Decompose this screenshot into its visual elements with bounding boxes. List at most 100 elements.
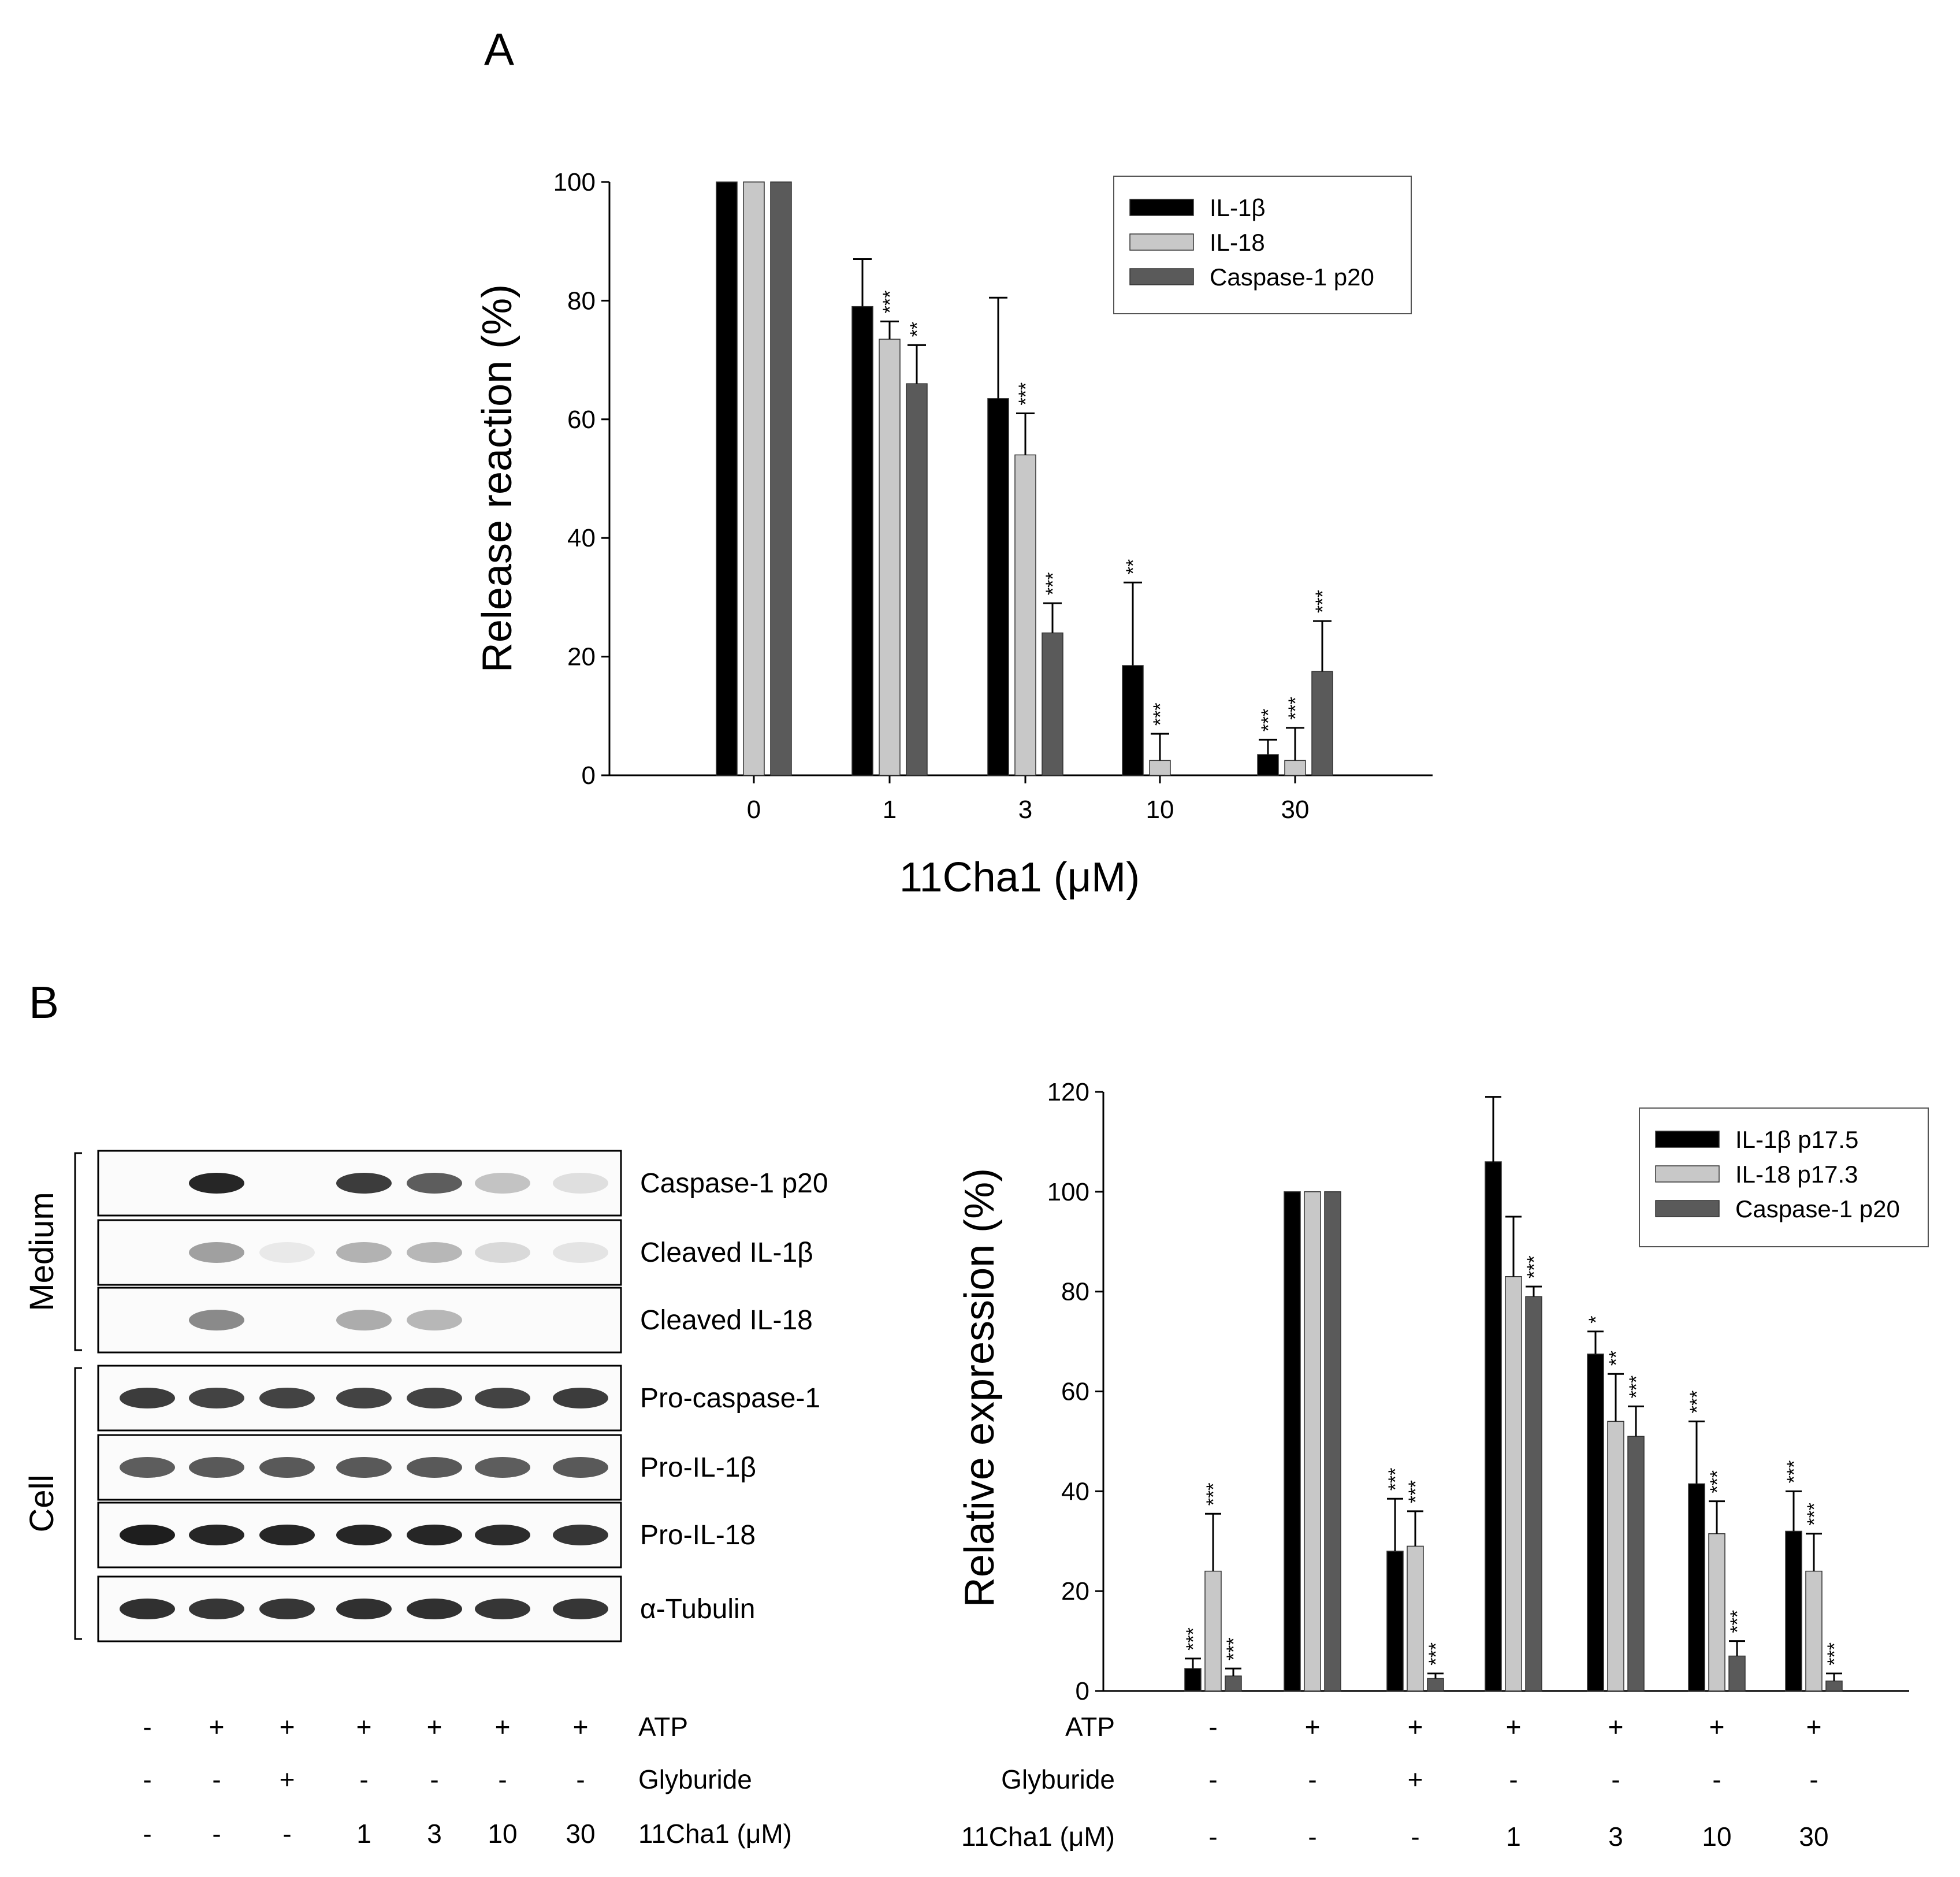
blot-band <box>553 1599 608 1619</box>
blot-band <box>120 1457 175 1478</box>
chart-a-bar <box>743 181 765 776</box>
chart-a-y-tick-label: 40 <box>567 524 596 552</box>
chart-b-significance-label: *** <box>1223 1637 1245 1660</box>
blot-condition-value: 30 <box>566 1819 595 1849</box>
blot-condition-value: + <box>280 1764 295 1794</box>
blot-band <box>189 1525 244 1545</box>
chart-a-significance-label: *** <box>1150 703 1171 726</box>
chart-b-legend-swatch <box>1655 1165 1720 1183</box>
chart-a-y-tick-label: 80 <box>567 287 596 315</box>
chart-a-bar <box>906 383 928 776</box>
chart-b-y-tick-label: 120 <box>1047 1078 1089 1106</box>
chart-b-condition-value: - <box>1712 1764 1721 1794</box>
chart-a-bar <box>1014 454 1036 776</box>
panel-b-letter: B <box>29 977 59 1028</box>
chart-a-y-axis-title: Release reaction (%) <box>474 284 520 672</box>
chart-b-y-tick-label: 100 <box>1047 1178 1089 1206</box>
chart-b-condition-value: + <box>1506 1712 1522 1742</box>
blot-band <box>259 1388 315 1408</box>
blot-row-label: Cleaved IL-1β <box>640 1237 813 1268</box>
chart-b-bar <box>1324 1191 1341 1692</box>
chart-a-significance-label: *** <box>1015 382 1037 406</box>
blot-band <box>407 1310 462 1330</box>
western-blot: Caspase-1 p20 Cleaved IL-1β Cleaved IL-18 P… <box>23 1150 828 1849</box>
blot-band <box>336 1242 392 1263</box>
blot-band <box>189 1173 244 1194</box>
chart-a-significance-label: *** <box>1042 572 1064 595</box>
blot-band <box>407 1242 462 1263</box>
blot-group-label: Cell <box>23 1475 61 1533</box>
blot-band <box>475 1599 530 1619</box>
chart-a-bar <box>1311 671 1333 776</box>
blot-condition-label: Glyburide <box>638 1764 752 1794</box>
blot-row-frame <box>97 1219 622 1286</box>
chart-b-condition-value: - <box>1809 1764 1818 1794</box>
blot-group-bracket <box>74 1367 82 1640</box>
chart-b-bar <box>1304 1191 1321 1692</box>
chart-a-bar <box>1149 760 1171 776</box>
chart-b-bar <box>1587 1353 1604 1692</box>
chart-a-x-tick-label: 30 <box>1281 796 1310 824</box>
chart-b-legend-label: Caspase-1 p20 <box>1735 1195 1900 1222</box>
blot-condition-value: + <box>356 1712 372 1742</box>
chart-b-bar <box>1805 1570 1823 1692</box>
chart-a-significance-label: *** <box>1312 590 1334 613</box>
chart-a-legend-label: IL-1β <box>1210 194 1266 221</box>
blot-band <box>189 1310 244 1330</box>
blot-condition-value: - <box>282 1819 291 1849</box>
chart-b-bar <box>1825 1680 1843 1692</box>
blot-condition-label: 11Cha1 (μM) <box>638 1819 792 1849</box>
blot-band <box>336 1173 392 1194</box>
chart-b-bar <box>1407 1545 1424 1692</box>
chart-b-condition-value: + <box>1608 1712 1624 1742</box>
chart-a-bar <box>879 339 901 776</box>
chart-b-bar <box>1204 1570 1222 1692</box>
blot-condition-value: - <box>576 1764 585 1794</box>
chart-b-significance-label: *** <box>1425 1642 1447 1666</box>
chart-b-condition-value: + <box>1408 1712 1423 1742</box>
chart-a-significance-label: *** <box>1285 697 1307 720</box>
chart-b-bar <box>1225 1675 1242 1692</box>
blot-condition-value: - <box>143 1712 151 1742</box>
blot-band <box>336 1388 392 1408</box>
chart-b-legend-swatch <box>1655 1200 1720 1217</box>
blot-band <box>259 1457 315 1478</box>
blot-row-label: Pro-IL-18 <box>640 1520 756 1551</box>
blot-band <box>259 1599 315 1619</box>
blot-band <box>120 1525 175 1545</box>
blot-band <box>336 1310 392 1330</box>
chart-a-significance-label: *** <box>1258 709 1280 732</box>
chart-b-condition-value: - <box>1308 1764 1316 1794</box>
chart-a-legend-swatch <box>1129 268 1194 285</box>
chart-a-bar <box>1284 760 1306 776</box>
chart-b-bar <box>1785 1530 1802 1692</box>
blot-row-label: α-Tubulin <box>640 1594 755 1625</box>
blot-condition-value: - <box>359 1764 368 1794</box>
chart-b-significance-label: *** <box>1405 1480 1427 1503</box>
blot-condition-value: - <box>212 1819 221 1849</box>
chart-a-x-axis-title: 11Cha1 (μM) <box>899 854 1140 901</box>
chart-b-significance-label: *** <box>1203 1483 1225 1506</box>
blot-condition-value: - <box>430 1764 438 1794</box>
blot-band <box>475 1457 530 1478</box>
blot-condition-value: 1 <box>356 1819 371 1849</box>
chart-b-legend-label: IL-1β p17.5 <box>1735 1126 1858 1153</box>
blot-band <box>120 1599 175 1619</box>
chart-b-condition-value: - <box>1208 1712 1217 1742</box>
blot-band <box>407 1599 462 1619</box>
blot-band <box>553 1388 608 1408</box>
chart-b-condition-value: + <box>1305 1712 1321 1742</box>
blot-band <box>336 1599 392 1619</box>
chart-a-y-tick-label: 60 <box>567 406 596 434</box>
blot-band <box>407 1457 462 1478</box>
chart-b-bar <box>1607 1421 1624 1692</box>
chart-a-y-tick-label: 100 <box>553 168 596 196</box>
chart-b-significance-label: *** <box>1182 1627 1204 1651</box>
chart-b-y-tick-label: 80 <box>1061 1278 1089 1306</box>
chart-b-bar <box>1485 1161 1502 1692</box>
blot-condition-value: + <box>573 1712 589 1742</box>
chart-b-condition-value: - <box>1308 1822 1316 1852</box>
chart-b-condition-value: + <box>1806 1712 1822 1742</box>
